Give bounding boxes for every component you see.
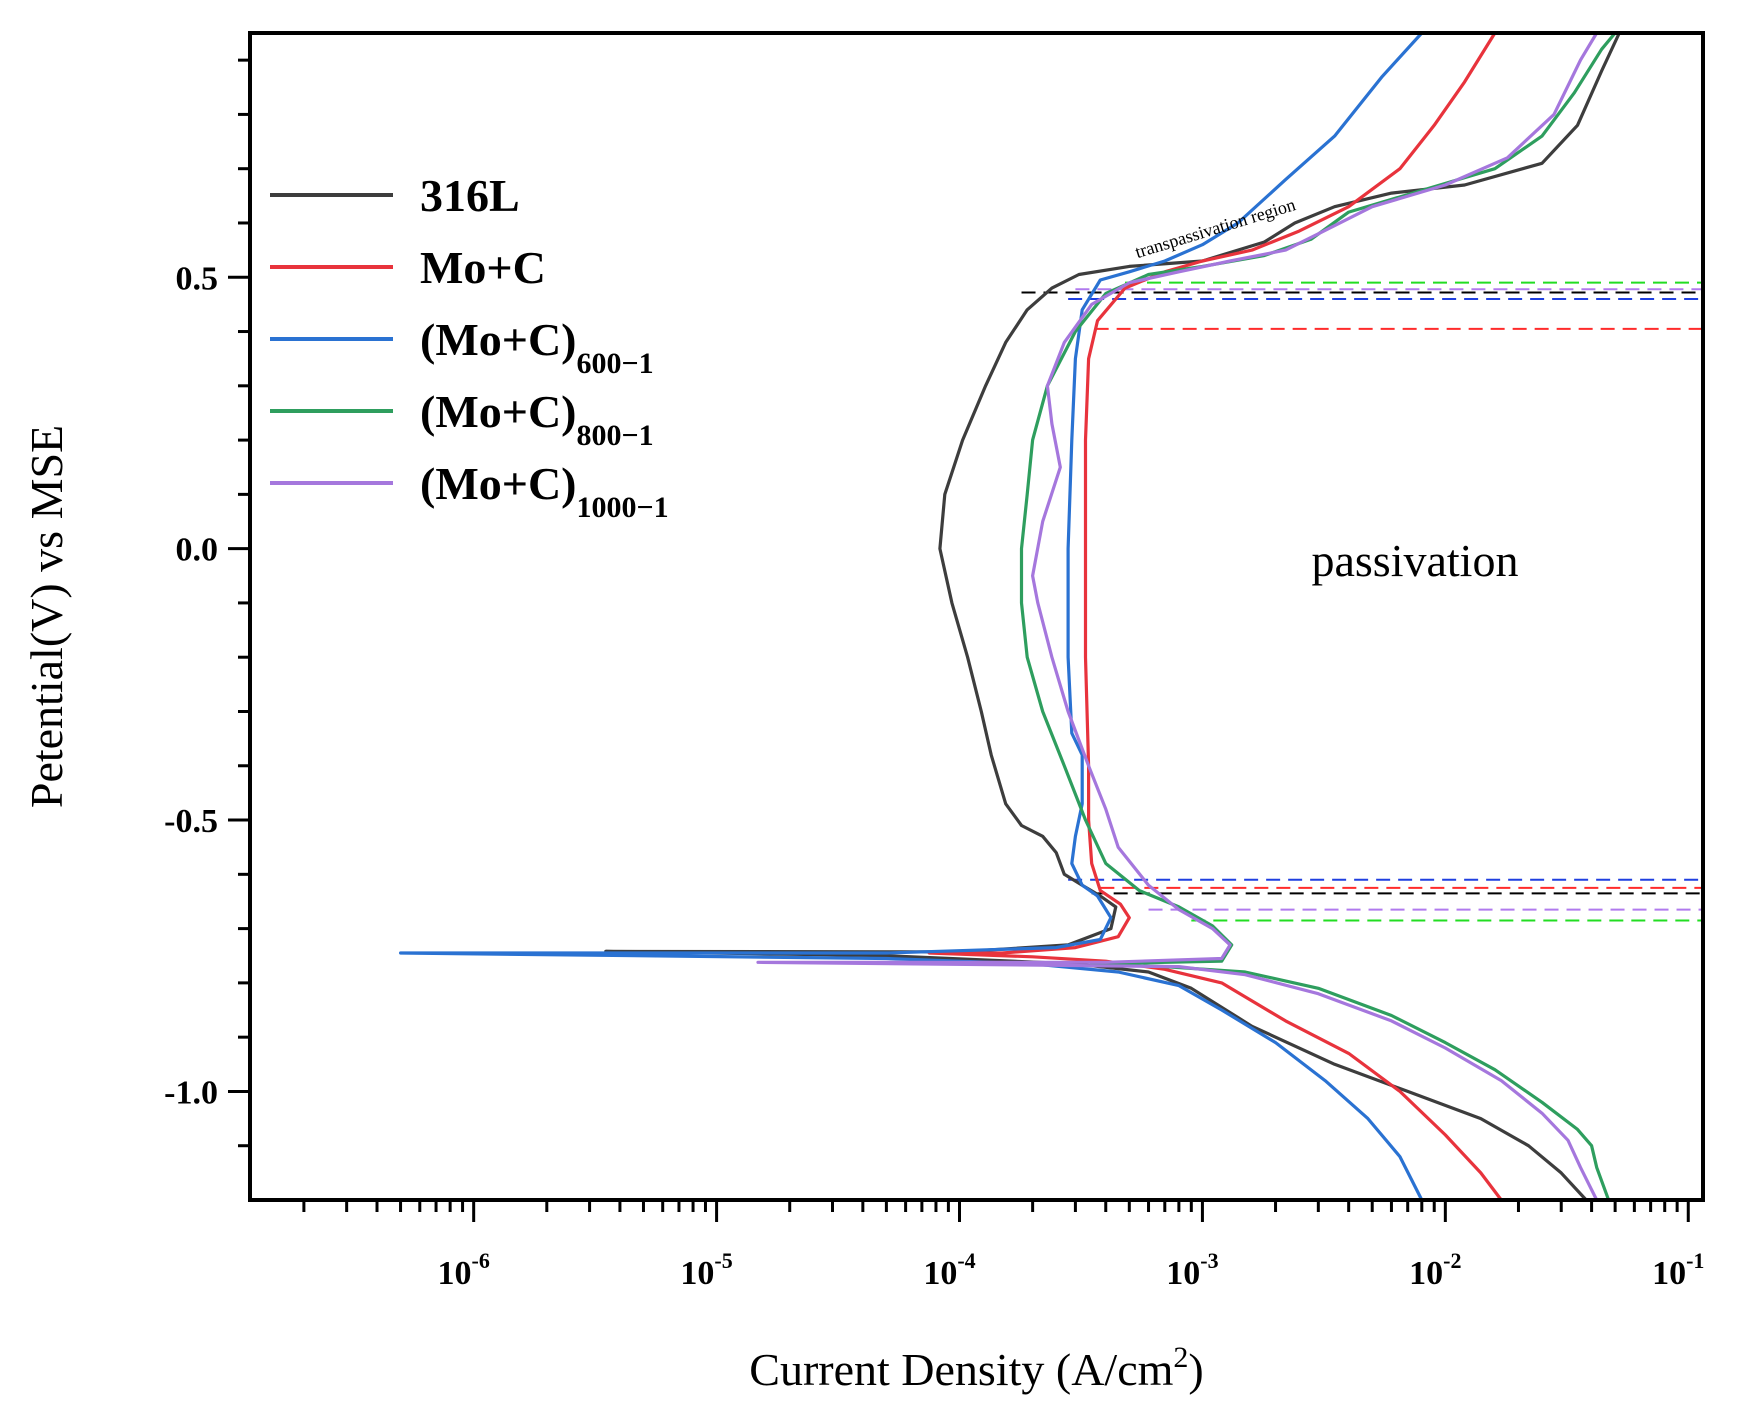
y-tick-label-0: 0.5 bbox=[176, 260, 219, 297]
legend-label-1: Mo+C bbox=[420, 242, 546, 293]
series-line-3 bbox=[1019, 31, 1617, 1202]
series-layer bbox=[399, 31, 1621, 1202]
x-tick-label-0: 10-6 bbox=[438, 1248, 490, 1292]
x-tick-label-4: 10-2 bbox=[1409, 1248, 1461, 1292]
plot-frame bbox=[248, 31, 1705, 1202]
legend-label-3: (Mo+C)800−1 bbox=[420, 386, 654, 452]
series-line-1 bbox=[927, 31, 1503, 1202]
x-tick-label-5: 10-1 bbox=[1652, 1248, 1704, 1292]
legend-label-2: (Mo+C)600−1 bbox=[420, 314, 654, 380]
y-tick-label-2: -0.5 bbox=[164, 803, 218, 840]
y-tick-label-3: -1.0 bbox=[164, 1074, 218, 1111]
series-line-2 bbox=[399, 31, 1424, 1202]
y-axis-title: Petential(V) vs MSE bbox=[21, 425, 72, 808]
x-tick-label-1: 10-5 bbox=[680, 1248, 732, 1292]
series-line-0 bbox=[604, 31, 1621, 1202]
legend: 316L Mo+C (Mo+C)600−1(Mo+C)800−1(Mo+C)1000… bbox=[270, 170, 669, 524]
series-line-4 bbox=[756, 31, 1599, 1202]
x-tick-label-3: 10-3 bbox=[1166, 1248, 1218, 1292]
legend-label-4: (Mo+C)1000−1 bbox=[420, 458, 669, 524]
legend-label-0: 316L bbox=[420, 170, 520, 221]
reference-lines-layer bbox=[1021, 281, 1703, 922]
axis-layer: 10-6 10-5 10-4 10-3 10-2 10-1 0.5 0.0 -0.5 -1.0 bbox=[164, 58, 1704, 1292]
annotation-0: passivation bbox=[1311, 535, 1518, 586]
x-tick-label-2: 10-4 bbox=[923, 1248, 975, 1292]
y-tick-label-1: 0.0 bbox=[176, 532, 219, 569]
x-axis-title: Current Density (A/cm2) bbox=[749, 1341, 1203, 1395]
